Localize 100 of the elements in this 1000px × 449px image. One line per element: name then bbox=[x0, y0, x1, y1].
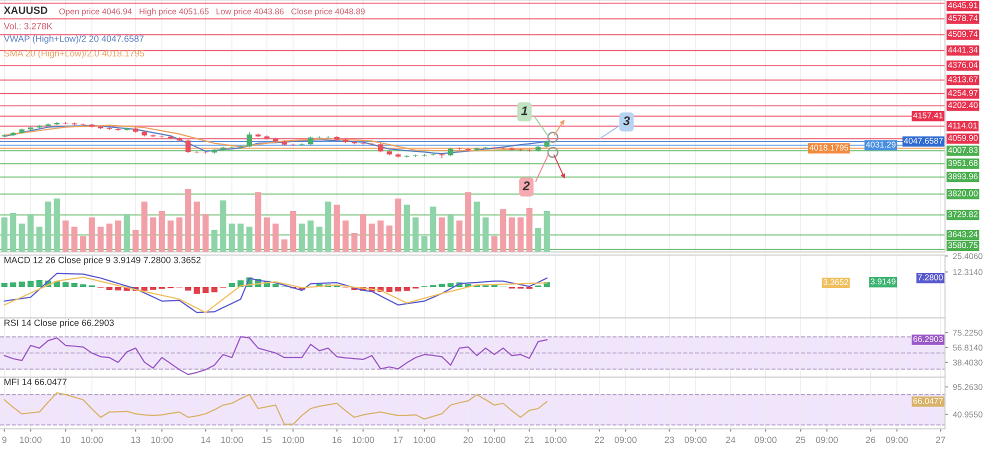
bar bbox=[1, 217, 8, 252]
candlestick bbox=[413, 154, 418, 158]
x-tick-label: 27 bbox=[936, 436, 946, 443]
annotation: 66.2903 bbox=[913, 336, 943, 342]
x-tick-label: 20 bbox=[464, 436, 473, 444]
bar bbox=[36, 226, 42, 252]
chart-title: MACD 12 26 Close price 9 3.9149 7.2800 3.3652 bbox=[4, 256, 201, 266]
annotation: 7.2800 bbox=[918, 274, 943, 280]
bar bbox=[316, 226, 322, 252]
candlestick bbox=[456, 147, 462, 150]
bar bbox=[80, 236, 86, 252]
bar bbox=[378, 220, 384, 252]
ref-line-label: 3729.82 bbox=[948, 211, 978, 218]
bar bbox=[255, 192, 262, 252]
annotation: Vol.: 3.278K bbox=[4, 22, 52, 30]
annotation: 3.9149 bbox=[870, 278, 896, 284]
ref-line-label: 4031.29 bbox=[866, 142, 896, 148]
bar bbox=[544, 211, 550, 252]
line-series bbox=[4, 392, 548, 425]
bar bbox=[535, 228, 542, 252]
bar bbox=[124, 214, 130, 252]
bar bbox=[115, 286, 122, 290]
bar bbox=[220, 200, 226, 252]
y-tick-label: 40.9550 bbox=[952, 412, 982, 418]
x-tick-label: 14 bbox=[201, 436, 210, 443]
x-tick-label: 10:00 bbox=[20, 436, 42, 444]
ref-line-label: 4202.40 bbox=[948, 102, 978, 108]
y-tick-label: 95.2630 bbox=[953, 384, 982, 390]
x-tick-label: 09:00 bbox=[684, 436, 707, 444]
bar bbox=[141, 202, 148, 252]
x-tick-label: 10:00 bbox=[282, 436, 304, 444]
x-tick-label: 23 bbox=[664, 436, 674, 444]
bar bbox=[456, 220, 462, 252]
bar bbox=[238, 224, 244, 252]
bar bbox=[351, 233, 358, 252]
x-tick-label: 21 bbox=[524, 436, 534, 443]
bar bbox=[272, 224, 279, 252]
ref-line-label: 3643.24 bbox=[948, 231, 978, 238]
bar bbox=[194, 286, 200, 294]
x-tick-label: 22 bbox=[594, 436, 604, 443]
bar bbox=[438, 284, 445, 287]
bar bbox=[45, 202, 52, 252]
bar bbox=[491, 236, 498, 252]
bar bbox=[465, 192, 472, 252]
bar bbox=[185, 286, 192, 291]
bar bbox=[150, 286, 156, 290]
bar bbox=[141, 286, 148, 291]
ref-line-label: 4047.6587 bbox=[904, 138, 943, 144]
bar bbox=[228, 224, 235, 252]
bar bbox=[412, 217, 419, 252]
bar bbox=[386, 225, 392, 252]
x-tick-label: 10:00 bbox=[221, 436, 243, 444]
ref-line-label: 4059.90 bbox=[948, 135, 978, 141]
x-tick-label: 10:00 bbox=[151, 436, 173, 444]
candlestick bbox=[492, 146, 497, 150]
y-tick-label: 25.4060 bbox=[953, 253, 982, 260]
bar bbox=[281, 239, 288, 252]
bar bbox=[526, 208, 532, 252]
ref-line-label: 4157.41 bbox=[913, 112, 943, 118]
bar bbox=[211, 286, 218, 292]
bar bbox=[176, 217, 182, 252]
bar bbox=[368, 224, 375, 252]
annotation: 2 bbox=[522, 181, 530, 190]
chart-title: MFI 14 66.0477 bbox=[4, 378, 67, 386]
bar bbox=[211, 230, 218, 252]
bar bbox=[1, 283, 8, 287]
x-tick-label: 09:00 bbox=[816, 436, 838, 444]
bar bbox=[18, 282, 25, 287]
bar bbox=[54, 198, 60, 252]
bar bbox=[150, 217, 156, 252]
bar bbox=[298, 224, 305, 252]
bar bbox=[482, 217, 489, 252]
bar bbox=[10, 282, 16, 287]
bar bbox=[404, 204, 410, 252]
x-tick-label: 24 bbox=[726, 436, 736, 443]
ref-line-label: 4114.01 bbox=[948, 122, 977, 128]
x-tick-label: 17 bbox=[394, 436, 403, 443]
text: VWAP (High+Low)/2 20 4047.6587 bbox=[4, 35, 144, 44]
annotation: 3.3652 bbox=[823, 279, 848, 286]
x-tick-label: 09:00 bbox=[614, 436, 637, 444]
ref-line-label: 4645.91 bbox=[948, 2, 978, 8]
bar bbox=[395, 198, 402, 252]
ref-line-label: 4376.04 bbox=[948, 62, 978, 68]
candlestick bbox=[246, 132, 252, 148]
bar bbox=[62, 220, 69, 252]
x-tick-label: 10:00 bbox=[81, 436, 103, 444]
x-tick-label: 10:00 bbox=[484, 436, 506, 444]
bar bbox=[98, 226, 104, 252]
bar bbox=[115, 220, 122, 252]
x-tick-label: 09:00 bbox=[754, 436, 777, 444]
ref-line-label: 4018.1795 bbox=[809, 144, 848, 151]
ref-line-label: 3893.96 bbox=[948, 173, 978, 180]
bar bbox=[132, 230, 139, 252]
bar bbox=[264, 217, 270, 252]
bar bbox=[500, 209, 506, 252]
ref-line-label: 4007.83 bbox=[948, 147, 978, 153]
ref-line-label: 4254.97 bbox=[948, 90, 978, 96]
bar bbox=[202, 286, 209, 294]
bar bbox=[88, 217, 95, 252]
text: SMA 20 (High+Low)/2.0 4018.1795 bbox=[4, 50, 144, 58]
